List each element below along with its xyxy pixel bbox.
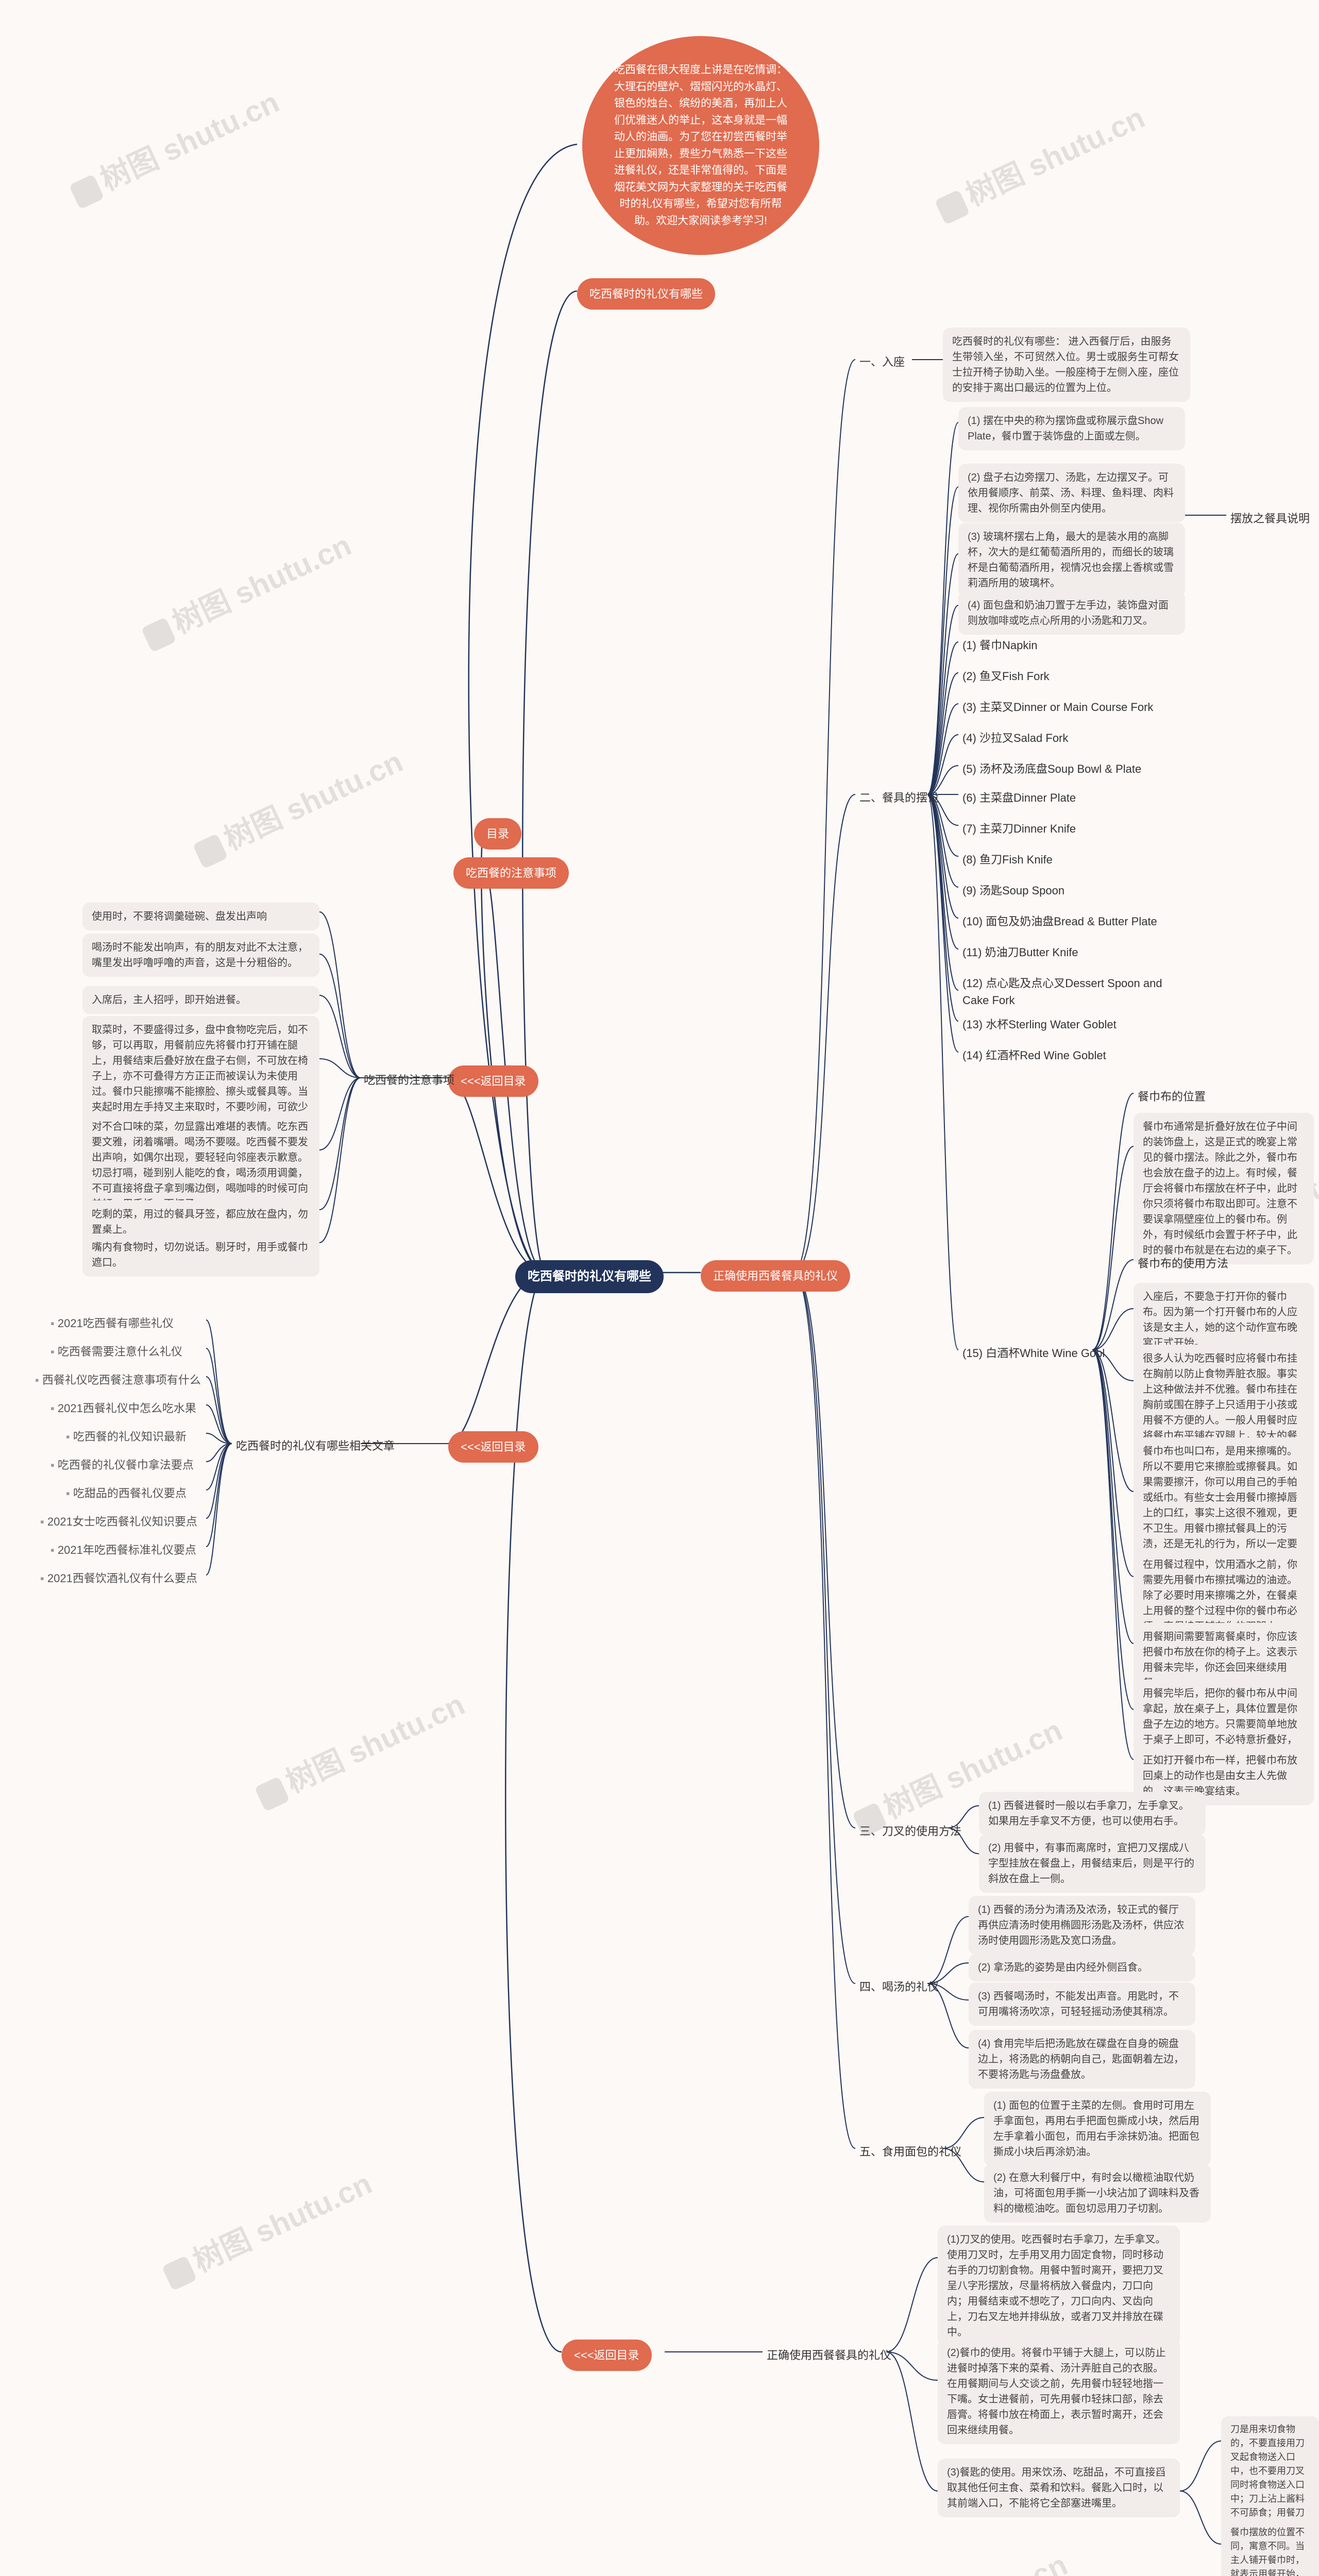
r5-item: (1) 面包的位置于主菜的左侧。食用时可用左手拿面包，再用右手把面包撕成小块，然…	[984, 2092, 1211, 2166]
r2-c: (3) 玻璃杯摆右上角，最大的是装水用的高脚杯，次大的是红葡萄酒所用的，而细长的…	[958, 523, 1185, 597]
watermark: 树图 shutu.cn	[187, 738, 409, 872]
back-link-1[interactable]: <<<返回目录	[448, 1065, 538, 1097]
left-notes-title: 吃西餐的注意事项	[360, 1070, 459, 1091]
r2-item: (15) 白酒杯White Wine Gobl	[958, 1343, 1109, 1364]
r2-item: (4) 沙拉叉Salad Fork	[958, 727, 1072, 749]
watermark: 树图 shutu.cn	[156, 2160, 378, 2294]
r6-item: (1)刀叉的使用。吃西餐时右手拿刀，左手拿叉。使用刀叉时，左手用叉用力固定食物，…	[938, 2226, 1180, 2346]
related-link[interactable]: 2021西餐礼仪中怎么吃水果	[46, 1398, 200, 1419]
r2-a: (1) 摆在中央的称为摆饰盘或称展示盘Show Plate，餐巾置于装饰盘的上面…	[958, 407, 1185, 450]
back-link-2[interactable]: <<<返回目录	[448, 1431, 538, 1463]
r2-item: (10) 面包及奶油盘Bread & Butter Plate	[958, 911, 1161, 932]
related-link[interactable]: 吃西餐的礼仪餐巾拿法要点	[46, 1454, 198, 1476]
section-5-title: 五、食用面包的礼仪	[855, 2141, 966, 2162]
watermark: 树图 shutu.cn	[852, 2541, 1073, 2576]
related-link[interactable]: 2021年吃西餐标准礼仪要点	[46, 1539, 200, 1561]
note-item: 使用时，不要将调羹碰碗、盘发出声响	[82, 903, 319, 930]
related-link[interactable]: 吃西餐需要注意什么礼仪	[46, 1341, 187, 1362]
watermark: 树图 shutu.cn	[929, 94, 1151, 228]
r4-item: (4) 食用完毕后把汤匙放在碟盘在自身的碗盘边上，将汤匙的柄朝向自己，匙面朝着左…	[969, 2030, 1195, 2089]
note-item: 嘴内有食物时，切勿说话。剔牙时，用手或餐巾遮口。	[82, 1233, 319, 1277]
related-link[interactable]: 吃甜品的西餐礼仪要点	[62, 1483, 191, 1504]
back-link-3[interactable]: <<<返回目录	[562, 2340, 652, 2371]
root-node[interactable]: 吃西餐时的礼仪有哪些	[515, 1260, 664, 1293]
r2-d: (4) 面包盘和奶油刀置于左手边，装饰盘对面则放咖啡或吃点心所用的小汤匙和刀叉。	[958, 591, 1185, 635]
r6-item: (3)餐匙的使用。用来饮汤、吃甜品，不可直接舀取其他任何主食、菜肴和饮料。餐匙入…	[938, 2459, 1180, 2517]
r2-item: (9) 汤匙Soup Spoon	[958, 880, 1069, 901]
r2-item: (13) 水杯Sterling Water Goblet	[958, 1014, 1121, 1035]
r2-item: (5) 汤杯及汤底盘Soup Bowl & Plate	[958, 758, 1145, 779]
r7-b: 餐巾摆放的位置不同，寓意不同。当主人铺开餐巾时，就表示用餐开始，当主人把餐巾放在…	[1221, 2519, 1319, 2576]
r4-item: (1) 西餐的汤分为清汤及浓汤，较正式的餐厅再供应清汤时使用椭圆形汤匙及汤杯，供…	[969, 1896, 1195, 1955]
r5-item: (2) 在意大利餐厅中，有时会以橄榄油取代奶油，可将面包用手撕一小块沾加了调味料…	[984, 2164, 1211, 2223]
r3-item: (1) 西餐进餐时一般以右手拿刀，左手拿叉。如果用左手拿叉不方便，也可以使用右手…	[979, 1792, 1206, 1835]
related-title: 吃西餐时的礼仪有哪些相关文章	[232, 1435, 399, 1456]
r2-item: (6) 主菜盘Dinner Plate	[958, 787, 1080, 808]
watermark: 树图 shutu.cn	[249, 1681, 470, 1815]
section-1-title: 一、入座	[855, 351, 909, 372]
r2-item: (2) 鱼叉Fish Fork	[958, 666, 1054, 687]
r2-item: (3) 主菜叉Dinner or Main Course Fork	[958, 697, 1157, 718]
related-link[interactable]: 吃西餐的礼仪知识最新	[62, 1426, 191, 1447]
related-link[interactable]: 2021女士吃西餐礼仪知识要点	[36, 1511, 201, 1532]
section-2-subtitle: 摆放之餐具说明	[1226, 508, 1314, 529]
r4-item: (3) 西餐喝汤时，不能发出声音。用匙时，不可用嘴将汤吹凉，可轻轻摇动汤使其稍凉…	[969, 1982, 1195, 2026]
cat-title-4[interactable]: 正确使用西餐餐具的礼仪	[701, 1260, 850, 1292]
section-2-title: 二、餐具的摆设	[855, 787, 943, 808]
watermark: 树图 shutu.cn	[136, 521, 357, 655]
note-item: 入席后，主人招呼，即开始进餐。	[82, 986, 319, 1014]
section-3-title: 三、刀叉的使用方法	[855, 1821, 966, 1842]
r6-item: (2)餐巾的使用。将餐巾平铺于大腿上，可以防止进餐时掉落下来的菜肴、汤汁弄脏自己…	[938, 2339, 1180, 2444]
napkin-use-title: 餐巾布的使用方法	[1134, 1253, 1232, 1274]
r4-item: (2) 拿汤匙的姿势是由内经外侧舀食。	[969, 1954, 1195, 1981]
r2-item: (12) 点心匙及点心叉Dessert Spoon and Cake Fork	[958, 973, 1175, 1011]
napkin-pos: 餐巾布通常是折叠好放在位子中间的装饰盘上，这是正式的晚宴上常见的餐巾摆法。除此之…	[1134, 1113, 1314, 1264]
watermark: 树图 shutu.cn	[63, 78, 285, 212]
section-1-body: 吃西餐时的礼仪有哪些： 进入西餐厅后，由服务生带领入坐，不可贸然入位。男士或服务…	[943, 328, 1190, 402]
napkin-title: 餐巾布的位置	[1134, 1086, 1210, 1107]
intro-bubble: 吃西餐在很大程度上讲是在吃情调：大理石的壁炉、熠熠闪光的水晶灯、银色的烛台、缤纷…	[582, 36, 819, 255]
related-link[interactable]: 西餐礼仪吃西餐注意事项有什么	[31, 1369, 205, 1391]
cat-title-3[interactable]: 吃西餐的注意事项	[453, 857, 569, 889]
related-link[interactable]: 2021西餐饮酒礼仪有什么要点	[36, 1568, 201, 1589]
cat-title-1[interactable]: 吃西餐时的礼仪有哪些	[577, 278, 715, 310]
r2-item: (14) 红酒杯Red Wine Goblet	[958, 1045, 1110, 1066]
cat-title-2[interactable]: 目录	[474, 818, 521, 850]
note-item: 喝汤时不能发出响声，有的朋友对此不太注意，嘴里发出呼噜呼噜的声音，这是十分粗俗的…	[82, 934, 319, 977]
r3-item: (2) 用餐中，有事而离席时，宜把刀叉摆成八字型挂放在餐盘上，用餐结束后，则是平…	[979, 1834, 1206, 1893]
r2-b: (2) 盘子右边旁摆刀、汤匙，左边摆叉子。可依用餐顺序、前菜、汤、料理、鱼料理、…	[958, 464, 1185, 522]
section-4-title: 四、喝汤的礼仪	[855, 1976, 943, 1997]
r2-item: (11) 奶油刀Butter Knife	[958, 942, 1083, 963]
r6-title: 正确使用西餐餐具的礼仪	[763, 2345, 895, 2366]
r2-item: (8) 鱼刀Fish Knife	[958, 849, 1057, 870]
r2-item: (7) 主菜刀Dinner Knife	[958, 818, 1080, 839]
related-link[interactable]: 2021吃西餐有哪些礼仪	[46, 1313, 178, 1334]
r2-item: (1) 餐巾Napkin	[958, 635, 1041, 656]
